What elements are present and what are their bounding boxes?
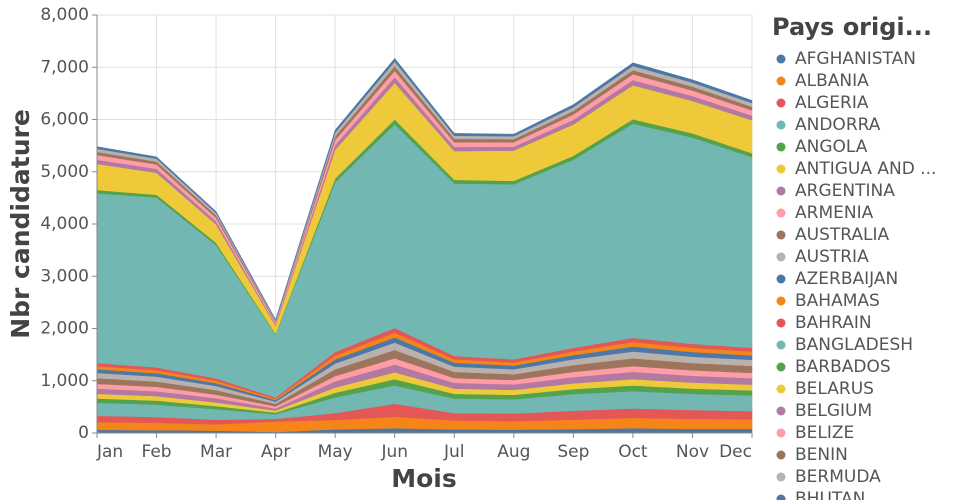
x-tick-label: Jun bbox=[380, 442, 408, 462]
x-tick-label: May bbox=[318, 442, 353, 462]
x-tick-label: Oct bbox=[618, 442, 648, 462]
legend-label: BANGLADESH bbox=[795, 335, 913, 355]
legend-symbol bbox=[776, 98, 786, 108]
legend-label: ALGERIA bbox=[795, 93, 869, 113]
legend-label: AFGHANISTAN bbox=[795, 49, 916, 69]
x-tick-label: Dec bbox=[719, 442, 752, 462]
x-tick-label: Sep bbox=[557, 442, 589, 462]
legend-symbol bbox=[776, 494, 786, 500]
legend-label: ALBANIA bbox=[795, 71, 869, 91]
legend-symbol bbox=[776, 450, 786, 460]
legend-label: BELGIUM bbox=[795, 401, 872, 421]
legend-title: Pays origi... bbox=[772, 13, 932, 41]
legend-label: BELARUS bbox=[795, 379, 874, 399]
legend-label: ANDORRA bbox=[795, 115, 881, 135]
area bbox=[96, 57, 753, 322]
y-tick-label: 0 bbox=[78, 423, 89, 443]
legend-label: AUSTRIA bbox=[795, 247, 869, 267]
legend-symbol bbox=[776, 54, 786, 64]
x-tick-label: Jan bbox=[96, 442, 123, 462]
legend-symbol bbox=[776, 362, 786, 372]
x-tick-label: Feb bbox=[141, 442, 171, 462]
legend: AFGHANISTANALBANIAALGERIAANDORRAANGOLAAN… bbox=[776, 49, 936, 500]
legend-label: BELIZE bbox=[795, 423, 854, 443]
legend-label: BAHRAIN bbox=[795, 313, 872, 333]
legend-symbol bbox=[776, 252, 786, 262]
legend-label: BENIN bbox=[795, 445, 848, 465]
legend-symbol bbox=[776, 340, 786, 350]
x-axis-title: Mois bbox=[391, 464, 457, 493]
x-tick-label: Mar bbox=[200, 442, 232, 462]
legend-symbol bbox=[776, 76, 786, 86]
x-tick-label: Apr bbox=[261, 442, 290, 462]
y-axis-title: Nbr candidature bbox=[6, 109, 35, 339]
legend-label: BARBADOS bbox=[795, 357, 891, 377]
legend-symbol bbox=[776, 472, 786, 482]
y-tick-label: 6,000 bbox=[40, 110, 89, 130]
legend-symbol bbox=[776, 142, 786, 152]
areas bbox=[96, 57, 753, 434]
y-tick-label: 3,000 bbox=[40, 266, 89, 286]
legend-symbol bbox=[776, 274, 786, 284]
legend-symbol bbox=[776, 208, 786, 218]
legend-symbol bbox=[776, 296, 786, 306]
legend-label: ARGENTINA bbox=[795, 181, 895, 201]
axes: 0 1,000 2,000 3,000 4,000 5,000 6,000 7,000 8,00… bbox=[40, 5, 753, 462]
legend-symbol bbox=[776, 318, 786, 328]
x-tick-label: Jul bbox=[443, 442, 465, 462]
legend-label: AZERBAIJAN bbox=[795, 269, 898, 289]
legend-symbol bbox=[776, 186, 786, 196]
legend-symbol bbox=[776, 384, 786, 394]
legend-label: ARMENIA bbox=[795, 203, 874, 223]
legend-symbol bbox=[776, 120, 786, 130]
legend-label: ANGOLA bbox=[795, 137, 868, 157]
legend-label: BAHAMAS bbox=[795, 291, 880, 311]
y-tick-label: 5,000 bbox=[40, 162, 89, 182]
legend-symbol bbox=[776, 164, 786, 174]
x-tick-label: Nov bbox=[676, 442, 709, 462]
legend-symbol bbox=[776, 230, 786, 240]
x-tick-label: Aug bbox=[497, 442, 530, 462]
legend-symbol bbox=[776, 428, 786, 438]
y-tick-label: 8,000 bbox=[40, 5, 89, 25]
y-tick-label: 7,000 bbox=[40, 57, 89, 77]
y-tick-label: 1,000 bbox=[40, 371, 89, 391]
legend-label: BERMUDA bbox=[795, 467, 881, 487]
legend-label: BHUTAN bbox=[795, 489, 865, 500]
legend-label: ANTIGUA AND ... bbox=[795, 159, 936, 179]
y-tick-label: 2,000 bbox=[40, 319, 89, 339]
legend-label: AUSTRALIA bbox=[795, 225, 889, 245]
y-tick-label: 4,000 bbox=[40, 214, 89, 234]
legend-symbol bbox=[776, 406, 786, 416]
